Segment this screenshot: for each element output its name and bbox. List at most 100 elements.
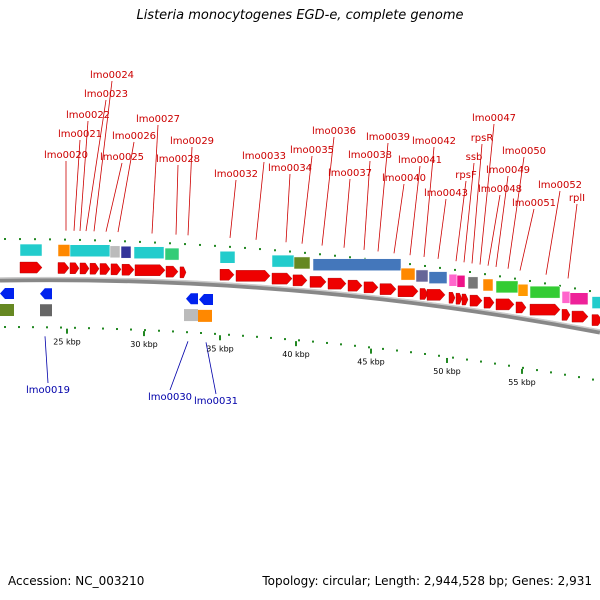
track-dot: [578, 376, 580, 379]
forward-gene-arrow: [379, 283, 397, 295]
leader-line: [479, 123, 495, 265]
forward-gene-arrow: [591, 314, 600, 326]
cog-box: [448, 273, 458, 287]
track-dot: [340, 343, 342, 346]
cog-box: [495, 280, 519, 294]
track-dot: [4, 238, 6, 241]
scale-ticks: 25 kbp 30 kbp 35 kbp 40 kbp 45 kbp 50 kbp 55 k…: [53, 328, 536, 387]
track-dot: [559, 284, 561, 287]
leader-line: [471, 143, 483, 264]
leader-line: [343, 178, 351, 248]
forward-gene-arrow: [461, 293, 469, 306]
track-dot: [46, 326, 48, 329]
gene-label: rplI: [569, 193, 585, 204]
track-dot: [274, 249, 276, 252]
forward-gene-arrow: [57, 262, 70, 274]
track-dot: [550, 371, 552, 374]
gene-label: lmo0040: [382, 173, 426, 184]
forward-gene-arrow: [561, 309, 571, 321]
track-dot: [304, 251, 306, 254]
topology-text: Topology: circular; Length: 2,944,528 bp…: [262, 574, 592, 588]
track-dot: [102, 327, 104, 330]
track-dot: [334, 254, 336, 257]
leader-line: [93, 80, 113, 232]
leader-line: [393, 183, 405, 254]
cog-box: [133, 246, 165, 259]
forward-gene-arrow: [219, 269, 235, 281]
cog-box: [482, 278, 494, 292]
track-dot: [4, 326, 6, 329]
forward-gene-arrow: [69, 262, 80, 274]
cog-box: [415, 269, 429, 283]
track-dot: [256, 335, 258, 338]
scale-tick-label: 45 kbp: [357, 358, 385, 367]
gene-label: lmo0030: [148, 392, 192, 403]
track-dot: [564, 373, 566, 376]
track-dot: [244, 246, 246, 249]
cog-box: [467, 276, 479, 290]
forward-gene-arrow: [99, 263, 111, 275]
forward-gene-arrow: [397, 285, 419, 297]
leader-line: [105, 162, 123, 232]
gene-label: ssb: [466, 152, 483, 163]
track-dot: [312, 340, 314, 343]
track-dot: [494, 362, 496, 365]
scale-tick-mark: [370, 348, 372, 354]
cog-color-track: [19, 243, 600, 309]
cog-box: [591, 296, 600, 309]
track-dot: [88, 327, 90, 330]
track-dot: [454, 268, 456, 271]
cog-box: [184, 309, 198, 322]
track-dot: [74, 326, 76, 329]
scale-tick-mark: [295, 341, 297, 347]
forward-gene-arrow: [495, 298, 515, 311]
gene-label: lmo0050: [502, 146, 546, 157]
forward-gene-arrow: [110, 263, 122, 276]
leader-line: [507, 156, 525, 269]
track-dot: [144, 329, 146, 332]
gene-label: lmo0031: [194, 396, 238, 407]
track-dot: [284, 338, 286, 341]
cog-box: [529, 285, 561, 299]
leader-line: [117, 141, 135, 233]
leader-line: [73, 139, 81, 231]
track-dot: [270, 336, 272, 339]
gene-label: lmo0038: [348, 150, 392, 161]
reverse-gene-arrow: [199, 293, 213, 305]
gene-label: lmo0019: [26, 385, 70, 396]
cog-box: [517, 283, 529, 297]
cog-box: [561, 291, 571, 304]
inner-tick-track: [4, 326, 594, 381]
track-dot: [480, 360, 482, 363]
leader-line: [409, 165, 421, 256]
track-dot: [158, 329, 160, 332]
leader-line: [169, 341, 189, 391]
cog-box: [120, 245, 132, 259]
gene-label: lmo0047: [472, 113, 516, 124]
track-dot: [242, 334, 244, 337]
gene-label: lmo0033: [242, 151, 286, 162]
gene-label: lmo0032: [214, 169, 258, 180]
gene-label: lmo0023: [84, 89, 128, 100]
track-dot: [396, 349, 398, 352]
cog-box: [69, 244, 111, 257]
track-dot: [214, 244, 216, 247]
gene-label: lmo0024: [90, 70, 134, 81]
genome-backbone-highlight: [0, 276, 600, 331]
cog-box: [456, 275, 466, 288]
leader-line: [463, 162, 475, 263]
forward-gene-arrow: [19, 261, 43, 274]
cog-box: [219, 251, 236, 264]
track-dot: [94, 239, 96, 242]
cog-box: [400, 267, 416, 281]
forward-gene-arrow: [571, 310, 589, 323]
cog-box: [312, 258, 402, 271]
cog-box: [0, 304, 14, 316]
track-dot: [259, 248, 261, 251]
genome-backbone: [0, 277, 600, 335]
leader-line: [423, 146, 435, 258]
track-dot: [438, 354, 440, 357]
scale-tick-label: 50 kbp: [433, 367, 461, 376]
forward-gene-arrow: [347, 279, 363, 292]
gene-label: lmo0025: [100, 152, 144, 163]
